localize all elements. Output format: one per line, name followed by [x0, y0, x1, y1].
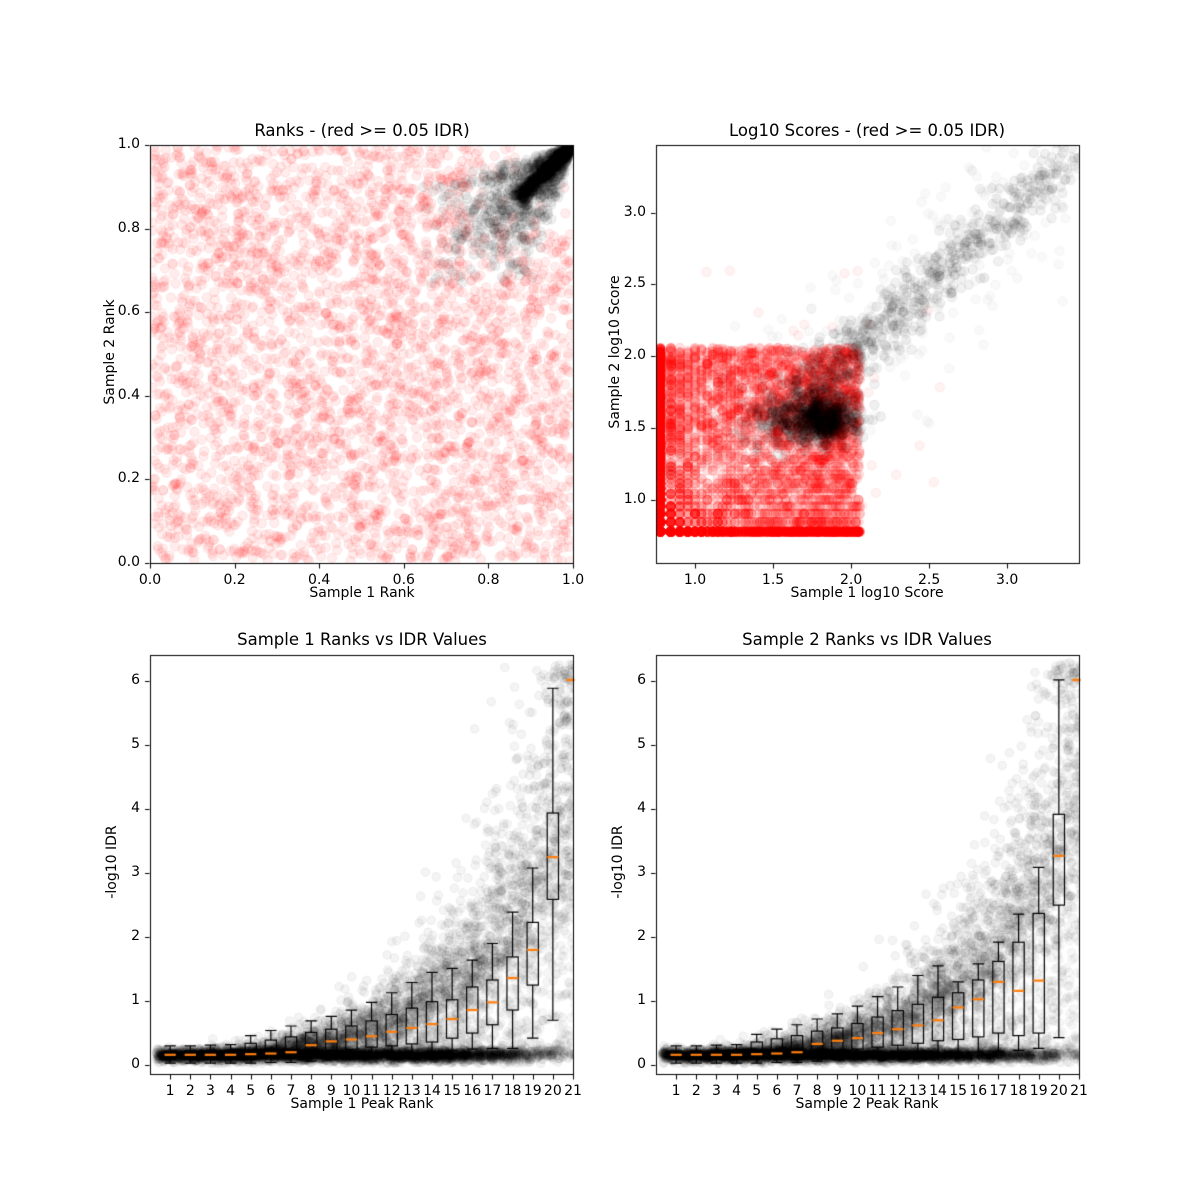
x-tick-label: 5: [246, 1083, 256, 1099]
x-tick-label: 21: [1070, 1083, 1088, 1099]
y-axis-label-sample2-rank: Sample 2 Rank: [102, 299, 118, 405]
y-tick-label: 2.0: [623, 347, 646, 364]
y-tick-label: 6: [131, 672, 140, 689]
x-tick-label: 1: [165, 1083, 175, 1099]
plot-title-log10-scores: Log10 Scores - (red >= 0.05 IDR): [728, 121, 1006, 140]
x-tick-label: 3.0: [996, 572, 1019, 588]
x-tick-label: 9: [832, 1083, 842, 1099]
x-tick-label: 10: [342, 1083, 361, 1099]
y-tick-label: 2: [131, 928, 140, 945]
y-tick-label: 3: [637, 864, 646, 881]
x-tick-label: 4: [732, 1083, 742, 1099]
x-axis-label-sample1-rank: Sample 1 Rank: [309, 585, 415, 601]
x-tick-label: 17: [483, 1083, 502, 1099]
x-tick-label: 17: [989, 1083, 1008, 1099]
x-tick-label: 3: [711, 1083, 721, 1099]
x-tick-label: 7: [286, 1083, 296, 1099]
x-tick-label: 20: [543, 1083, 562, 1099]
x-tick-label: 1.0: [683, 572, 707, 588]
x-tick-label: 1.0: [561, 572, 585, 588]
x-tick-label: 16: [969, 1083, 988, 1099]
x-tick-label: 0.4: [308, 572, 331, 588]
y-tick-label: 0.6: [117, 303, 140, 320]
x-tick-label: 14: [423, 1083, 441, 1099]
y-axis-label-neglog10-idr-left: -log10 IDR: [104, 825, 120, 899]
y-tick-label: 2: [637, 928, 646, 945]
y-tick-label: 0.2: [117, 470, 140, 487]
x-tick-label: 0.2: [223, 572, 246, 588]
x-tick-label: 18: [503, 1083, 522, 1099]
x-tick-label: 1: [671, 1083, 681, 1099]
x-tick-label: 2.0: [839, 572, 863, 588]
plot-title-ranks: Ranks - (red >= 0.05 IDR): [254, 121, 470, 140]
x-tick-label: 19: [1029, 1083, 1048, 1099]
y-tick-label: 1: [637, 992, 646, 1009]
x-tick-label: 9: [326, 1083, 336, 1099]
y-tick-label: 0.4: [117, 386, 140, 403]
plot-title-sample2-idr: Sample 2 Ranks vs IDR Values: [742, 630, 992, 649]
y-tick-label: 1: [131, 992, 140, 1009]
y-tick-label: 6: [637, 672, 646, 689]
y-tick-label: 4: [637, 800, 646, 817]
x-tick-label: 8: [306, 1083, 316, 1099]
x-tick-label: 6: [266, 1083, 276, 1099]
y-tick-label: 0: [131, 1056, 140, 1073]
y-tick-label: 2.5: [623, 275, 646, 292]
x-tick-label: 11: [362, 1083, 381, 1099]
x-tick-label: 1.5: [761, 572, 785, 588]
y-tick-label: 1.5: [623, 418, 646, 435]
x-tick-label: 18: [1009, 1083, 1028, 1099]
x-tick-label: 13: [402, 1083, 421, 1099]
y-tick-label: 4: [131, 800, 140, 817]
x-tick-label: 12: [382, 1083, 401, 1099]
y-tick-label: 0.0: [117, 554, 140, 570]
x-tick-label: 0.6: [392, 572, 415, 588]
x-tick-label: 8: [812, 1083, 822, 1099]
x-tick-label: 3: [205, 1083, 215, 1099]
x-tick-label: 19: [523, 1083, 542, 1099]
x-tick-label: 2: [185, 1083, 195, 1099]
x-tick-label: 12: [888, 1083, 907, 1099]
x-tick-label: 7: [792, 1083, 802, 1099]
x-tick-label: 10: [848, 1083, 867, 1099]
y-tick-label: 1.0: [623, 490, 646, 507]
y-tick-label: 0.8: [117, 219, 140, 236]
x-tick-label: 21: [564, 1083, 582, 1099]
plot-title-sample1-idr: Sample 1 Ranks vs IDR Values: [237, 630, 487, 649]
x-tick-label: 15: [443, 1083, 462, 1099]
y-tick-label: 0: [637, 1056, 646, 1073]
y-tick-label: 5: [131, 736, 140, 753]
y-tick-label: 5: [637, 736, 646, 753]
x-axis-label-sample1-log10-score: Sample 1 log10 Score: [790, 585, 944, 601]
x-tick-label: 0.0: [138, 572, 162, 588]
x-axis-label-sample2-peak-rank: Sample 2 Peak Rank: [795, 1096, 939, 1112]
x-tick-label: 0.8: [477, 572, 500, 588]
x-tick-label: 20: [1049, 1083, 1068, 1099]
x-tick-label: 11: [868, 1083, 887, 1099]
y-tick-label: 1.0: [117, 136, 140, 152]
x-tick-label: 2: [691, 1083, 701, 1099]
x-tick-label: 16: [463, 1083, 482, 1099]
x-tick-label: 6: [772, 1083, 782, 1099]
x-tick-label: 4: [226, 1083, 236, 1099]
x-tick-label: 13: [908, 1083, 927, 1099]
y-tick-label: 3.0: [623, 203, 646, 220]
x-tick-label: 2.5: [918, 572, 941, 588]
y-tick-label: 3: [131, 864, 140, 881]
x-axis-label-sample1-peak-rank: Sample 1 Peak Rank: [290, 1096, 434, 1112]
x-tick-label: 5: [752, 1083, 762, 1099]
x-tick-label: 14: [929, 1083, 947, 1099]
x-tick-label: 15: [949, 1083, 968, 1099]
y-axis-label-neglog10-idr-right: -log10 IDR: [610, 825, 626, 899]
